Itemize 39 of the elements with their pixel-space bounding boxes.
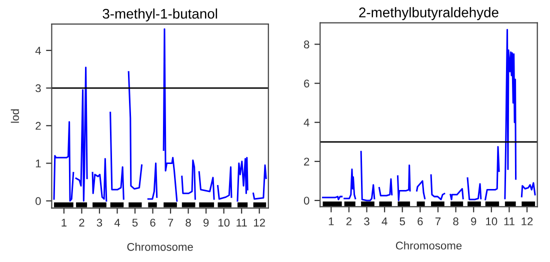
x-tick-label: 6 bbox=[150, 218, 156, 227]
y-tick-label: 2 bbox=[36, 122, 41, 130]
x-tick-label: 8 bbox=[186, 218, 191, 227]
x-axis-title: Chromosome bbox=[127, 242, 193, 251]
x-tick-label: 7 bbox=[435, 218, 441, 226]
x-tick-label: 11 bbox=[504, 218, 514, 226]
y-tick-label: 3 bbox=[36, 84, 41, 92]
x-tick-label: 12 bbox=[254, 218, 265, 226]
y-tick-label: 6 bbox=[304, 80, 310, 88]
x-tick-label: 4 bbox=[382, 218, 388, 226]
y-tick-label: 8 bbox=[304, 40, 310, 48]
x-tick-label: 3 bbox=[96, 218, 102, 227]
x-axis-title: Chromosome bbox=[396, 241, 462, 250]
chart-title: 2-methylbutyraldehyde bbox=[359, 7, 498, 20]
x-tick-label: 6 bbox=[418, 217, 423, 226]
y-tick-label: 4 bbox=[35, 46, 41, 54]
x-tick-label: 11 bbox=[236, 218, 247, 226]
x-tick-label: 8 bbox=[453, 217, 458, 226]
y-tick-label: 1 bbox=[36, 160, 41, 168]
x-tick-label: 10 bbox=[486, 217, 498, 226]
x-tick-label: 12 bbox=[522, 217, 533, 226]
x-tick-label: 9 bbox=[203, 218, 209, 227]
x-tick-label: 4 bbox=[114, 218, 120, 226]
x-tick-label: 1 bbox=[62, 218, 67, 226]
y-tick-label: 0 bbox=[36, 197, 41, 206]
x-tick-label: 5 bbox=[132, 218, 138, 227]
x-tick-label: 9 bbox=[471, 217, 476, 226]
x-tick-label: 7 bbox=[168, 218, 174, 226]
y-tick-label: 4 bbox=[304, 118, 310, 126]
x-tick-label: 5 bbox=[400, 218, 405, 226]
y-tick-label: 2 bbox=[304, 158, 310, 166]
chart-title: 3-methyl-1-butanol bbox=[102, 8, 218, 22]
x-tick-label: 1 bbox=[328, 218, 334, 226]
x-tick-label: 10 bbox=[218, 218, 230, 227]
y-tick-label: 0 bbox=[304, 196, 310, 205]
x-tick-label: 2 bbox=[79, 218, 84, 226]
x-tick-label: 2 bbox=[346, 217, 352, 226]
y-axis-title: lod bbox=[10, 109, 20, 123]
x-tick-label: 3 bbox=[364, 217, 370, 226]
